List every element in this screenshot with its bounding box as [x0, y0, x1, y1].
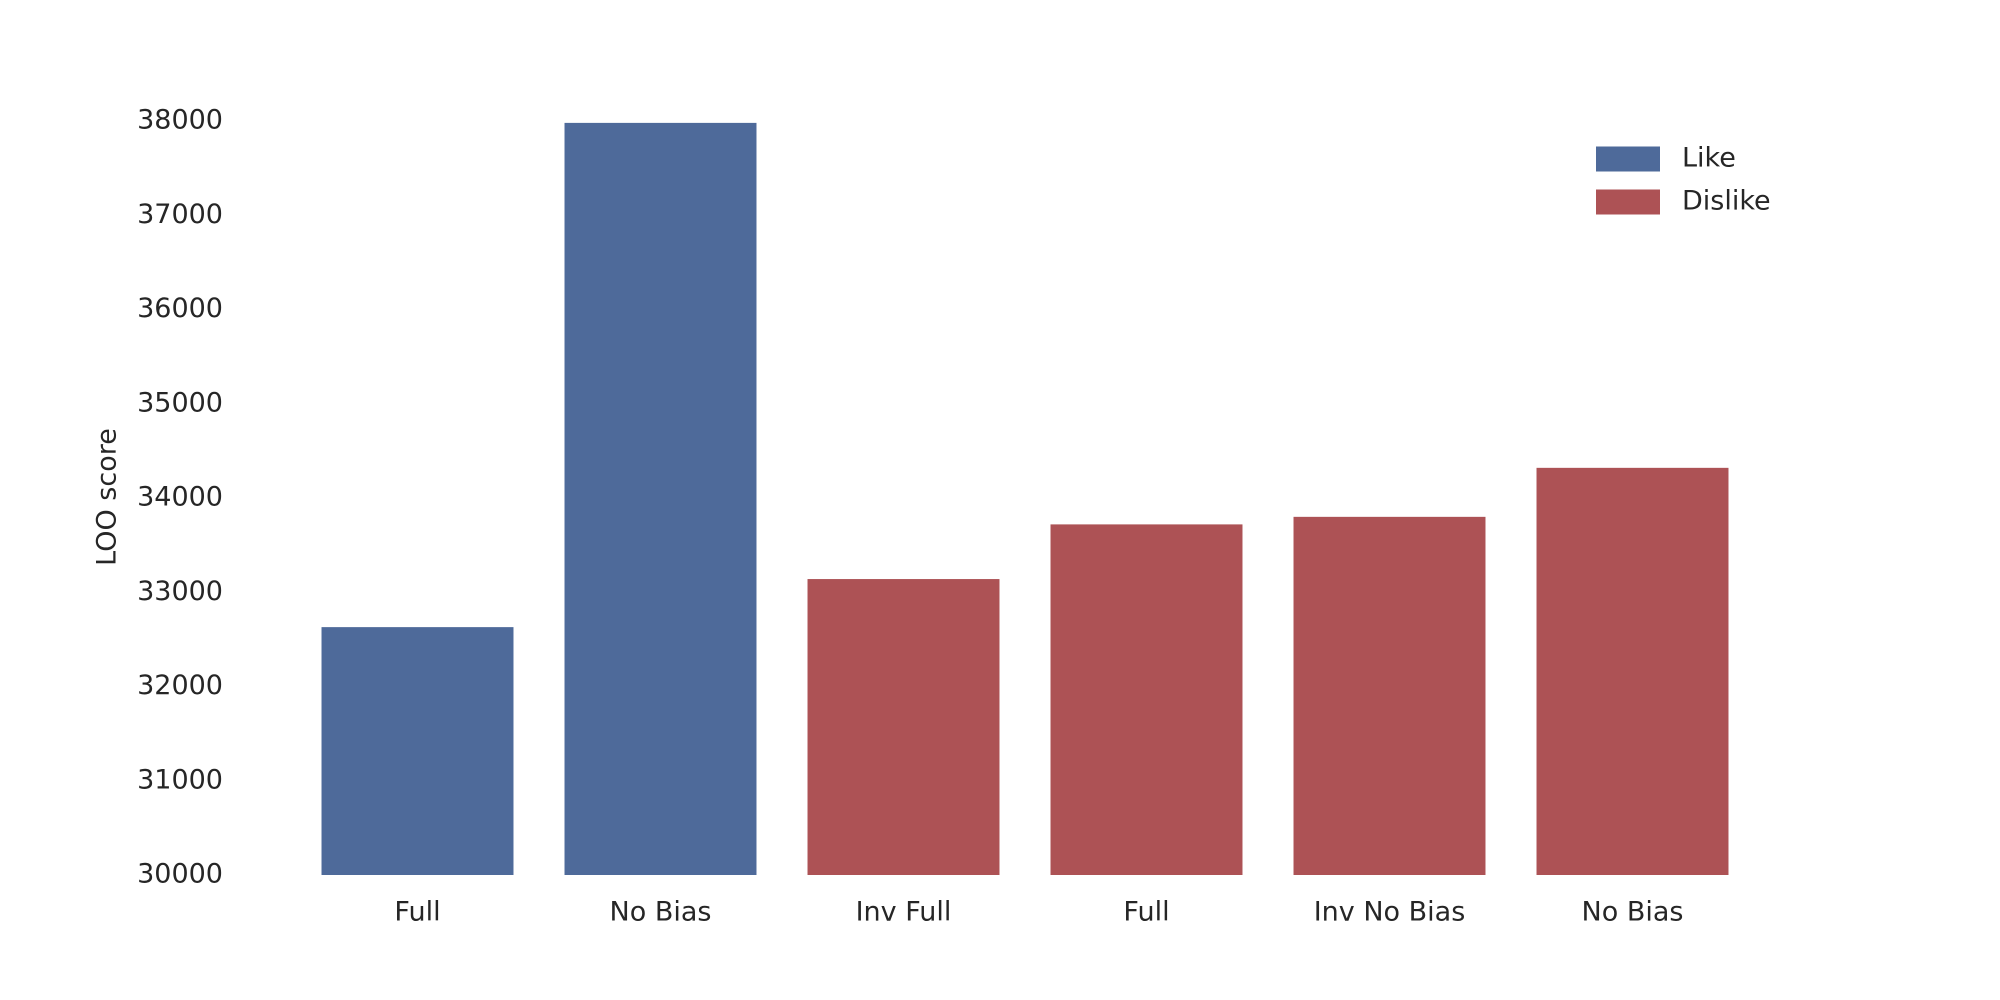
x-tick-label: Full — [394, 897, 440, 928]
y-tick-label: 30000 — [137, 859, 223, 890]
x-tick-label: Full — [1123, 897, 1169, 928]
y-tick-label: 35000 — [137, 387, 223, 418]
x-tick-label: No Bias — [610, 897, 712, 928]
bar — [1293, 516, 1486, 875]
legend-label: Dislike — [1682, 186, 1771, 217]
legend-swatch — [1596, 189, 1660, 215]
y-tick-label: 37000 — [137, 199, 223, 230]
bar — [1050, 524, 1243, 875]
bar — [564, 122, 757, 875]
y-tick-label: 33000 — [137, 576, 223, 607]
legend-label: Like — [1682, 143, 1736, 174]
legend-swatch — [1596, 146, 1660, 172]
y-tick-label: 34000 — [137, 482, 223, 513]
y-tick-label: 38000 — [137, 105, 223, 136]
y-axis-label: LOO score — [92, 428, 123, 566]
y-tick-label: 31000 — [137, 764, 223, 795]
y-tick-label: 36000 — [137, 293, 223, 324]
bar — [321, 627, 514, 875]
x-tick-label: Inv No Bias — [1314, 897, 1466, 928]
y-tick-label: 32000 — [137, 670, 223, 701]
bar — [1536, 467, 1729, 875]
x-tick-label: No Bias — [1582, 897, 1684, 928]
bar — [807, 579, 1000, 875]
x-tick-label: Inv Full — [856, 897, 952, 928]
